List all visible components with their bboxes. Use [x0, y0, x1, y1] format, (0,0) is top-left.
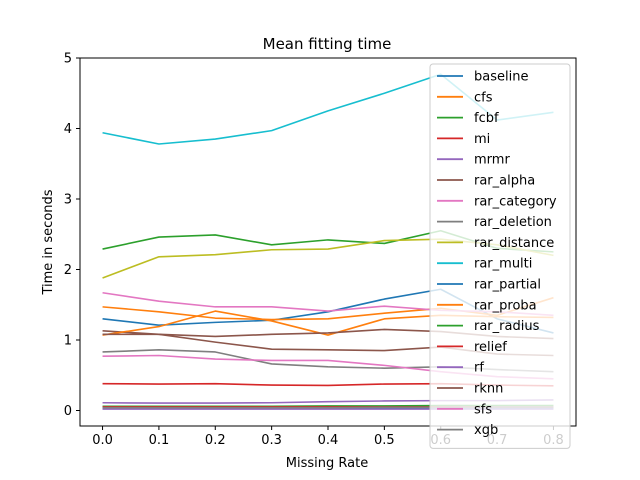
legend-label-mrmr: mrmr	[474, 153, 510, 168]
x-tick-label: 0.1	[149, 433, 170, 448]
y-tick-label: 4	[64, 122, 72, 137]
y-tick-label: 0	[64, 404, 72, 419]
x-tick-label: 0.2	[205, 433, 226, 448]
legend-label-rar-radius: rar_radius	[474, 319, 540, 334]
legend-label-fcbf: fcbf	[474, 111, 499, 126]
y-tick-label: 1	[64, 333, 72, 348]
legend-box	[429, 63, 571, 449]
y-axis-label: Time in seconds	[41, 189, 56, 295]
x-tick-label: 0.0	[92, 433, 113, 448]
y-tick-label: 5	[64, 52, 72, 67]
legend-label-rar-proba: rar_proba	[474, 298, 537, 313]
chart-title: Mean fitting time	[263, 35, 392, 53]
legend-label-relief: relief	[474, 340, 507, 355]
legend-label-rar-distance: rar_distance	[474, 236, 554, 251]
y-tick-label: 3	[64, 192, 72, 207]
x-axis-label: Missing Rate	[286, 456, 368, 471]
legend-label-mi: mi	[474, 132, 490, 147]
legend-label-rf: rf	[474, 361, 484, 376]
y-tick-label: 2	[64, 263, 72, 278]
x-tick-label: 0.5	[374, 433, 395, 448]
legend-label-baseline: baseline	[474, 70, 528, 85]
legend-label-rknn: rknn	[474, 382, 503, 397]
x-tick-label: 0.3	[261, 433, 282, 448]
legend-label-rar-partial: rar_partial	[474, 278, 541, 293]
legend-label-rar-category: rar_category	[474, 194, 557, 209]
legend-label-rar-deletion: rar_deletion	[474, 215, 552, 230]
x-tick-label: 0.4	[318, 433, 339, 448]
legend: baseline cfs fcbf mi mrmr rar_alpha rar_catego…	[429, 63, 571, 449]
legend-label-rar-multi: rar_multi	[474, 257, 532, 272]
legend-label-rar-alpha: rar_alpha	[474, 174, 535, 189]
legend-label-cfs: cfs	[474, 90, 493, 105]
legend-label-sfs: sfs	[474, 402, 492, 417]
legend-label-xgb: xgb	[474, 423, 498, 438]
